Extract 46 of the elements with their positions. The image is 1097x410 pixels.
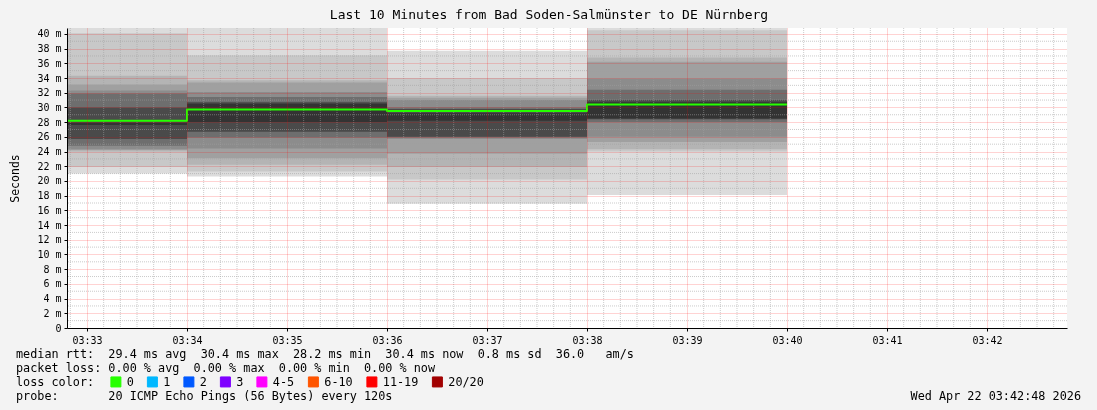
- y-tick-label: 14 m: [37, 219, 62, 231]
- y-tick-label: 6 m: [43, 278, 62, 290]
- text: probe: 20 ICMP Echo Pings (56 Bytes) every 120s: [16, 389, 393, 403]
- x-tick-label: 03:40: [772, 334, 803, 346]
- y-tick-label: 30 m: [37, 101, 62, 113]
- legend-label: 4-5: [272, 374, 295, 389]
- y-tick-label: 36 m: [37, 57, 62, 69]
- text: packet loss: 0.00 % avg 0.00 % max 0.00 % min 0.00 % now: [16, 361, 436, 375]
- x-tick-label: 03:33: [72, 334, 103, 346]
- y-tick-label: 34 m: [37, 72, 62, 84]
- y-tick-label: 20 m: [37, 175, 62, 187]
- y-tick-label: 12 m: [37, 234, 62, 246]
- legend-label: 2: [199, 374, 207, 389]
- y-tick-label: 24 m: [37, 146, 62, 158]
- legend-label: 6-10: [324, 374, 353, 389]
- x-tick-label: 03:34: [172, 334, 203, 346]
- y-tick-label: 2 m: [43, 307, 62, 319]
- x-tick-label: 03:35: [272, 334, 303, 346]
- legend-title: loss color:: [16, 375, 95, 389]
- x-tick-label: 03:39: [672, 334, 703, 346]
- y-axis-title: Seconds: [8, 154, 23, 203]
- legend-label: 20/20: [448, 374, 484, 389]
- y-tick-label: 38 m: [37, 43, 62, 55]
- y-tick-label: 0: [55, 322, 62, 334]
- y-tick-label: 28 m: [37, 116, 62, 128]
- x-tick-label: 03:42: [972, 334, 1003, 346]
- legend-label: 1: [163, 374, 171, 389]
- y-tick-label: 18 m: [37, 190, 62, 202]
- y-tick-label: 22 m: [37, 160, 62, 172]
- x-tick-label: 03:38: [572, 334, 603, 346]
- text: Wed Apr 22 03:42:48 2026: [910, 389, 1081, 403]
- text: median rtt: 29.4 ms avg 30.4 ms max 28.2 ms min 30.4 ms now 0.8 ms sd 36.0 am/s: [16, 347, 634, 361]
- y-tick-label: 10 m: [37, 248, 62, 260]
- legend-label: 3: [236, 374, 244, 389]
- y-tick-label: 26 m: [37, 131, 62, 143]
- y-tick-label: 8 m: [43, 263, 62, 275]
- x-tick-label: 03:36: [372, 334, 403, 346]
- y-tick-label: 32 m: [37, 87, 62, 99]
- y-tick-label: 4 m: [43, 293, 62, 305]
- y-tick-label: 40 m: [37, 28, 62, 40]
- legend-label: 0: [126, 374, 134, 389]
- x-tick-label: 03:37: [472, 334, 503, 346]
- y-tick-label: 16 m: [37, 204, 62, 216]
- x-tick-label: 03:41: [872, 334, 903, 346]
- chart-title: Last 10 Minutes from Bad Soden-Salmünster to DE Nürnberg: [329, 6, 769, 22]
- legend-label: 11-19: [382, 374, 419, 389]
